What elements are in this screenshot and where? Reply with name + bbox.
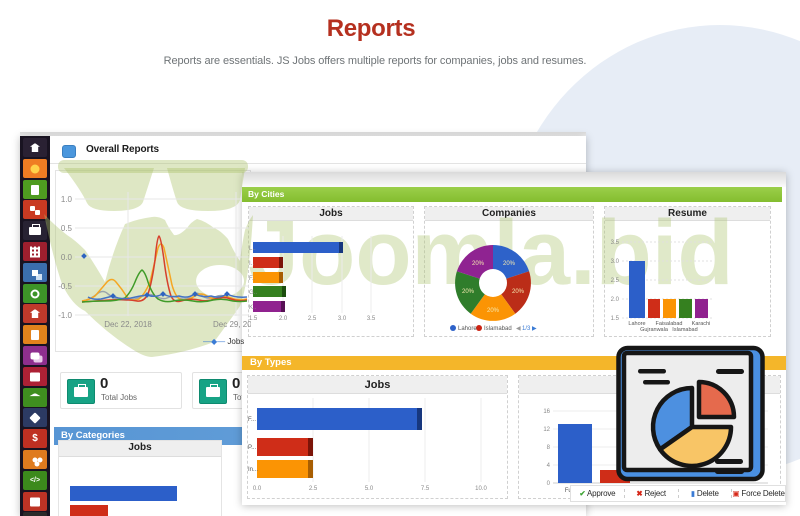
svg-text:20%: 20%	[472, 261, 485, 267]
svg-text:0.5: 0.5	[61, 224, 73, 233]
svg-text:1.5: 1.5	[249, 316, 258, 322]
svg-text:Islamabad: Islamabad	[672, 327, 697, 333]
svg-text:I..: I..	[249, 261, 254, 267]
svg-text:2.5: 2.5	[309, 486, 318, 492]
svg-text:Lahore: Lahore	[628, 321, 645, 327]
svg-text:In...: In...	[248, 467, 258, 473]
svg-text:5.0: 5.0	[365, 486, 374, 492]
svg-text:Faisalabad: Faisalabad	[656, 321, 683, 327]
svg-text:12: 12	[543, 427, 550, 433]
svg-text:2.5: 2.5	[308, 316, 317, 322]
svg-text:Dec 29, 2018: Dec 29, 2018	[213, 320, 251, 329]
svg-text:4: 4	[547, 463, 551, 469]
svg-text:3.0: 3.0	[338, 316, 347, 322]
svg-text:Karachi: Karachi	[692, 321, 711, 327]
svg-text:K..: K..	[249, 305, 257, 311]
svg-text:1.0: 1.0	[61, 195, 73, 204]
svg-text:20%: 20%	[512, 289, 525, 295]
svg-text:2.0: 2.0	[611, 297, 620, 303]
svg-text:-0.5: -0.5	[58, 282, 72, 291]
svg-text:F..: F..	[249, 276, 256, 282]
svg-text:3.5: 3.5	[611, 240, 620, 246]
svg-text:-1.0: -1.0	[58, 311, 72, 320]
svg-text:0: 0	[547, 481, 551, 487]
svg-text:0.0: 0.0	[61, 253, 73, 262]
svg-text:16: 16	[543, 409, 550, 415]
svg-text:Islamabad: Islamabad	[484, 326, 512, 332]
svg-text:2.0: 2.0	[279, 316, 288, 322]
svg-text:3.5: 3.5	[367, 316, 376, 322]
svg-text:Gujranwala: Gujranwala	[640, 327, 669, 333]
svg-text:F...: F...	[248, 417, 256, 423]
svg-text:3.0: 3.0	[611, 259, 620, 265]
svg-text:L..: L..	[249, 246, 256, 252]
svg-text:Dec 22, 2018: Dec 22, 2018	[104, 320, 152, 329]
svg-text:P...: P...	[248, 445, 257, 451]
svg-text:8: 8	[547, 445, 551, 451]
svg-text:◀: ◀	[516, 326, 521, 332]
svg-text:2.5: 2.5	[611, 278, 620, 284]
svg-text:0.0: 0.0	[253, 486, 262, 492]
svg-text:1.5: 1.5	[611, 316, 620, 322]
svg-text:20%: 20%	[487, 308, 500, 314]
svg-text:20%: 20%	[503, 261, 516, 267]
svg-text:20%: 20%	[462, 289, 475, 295]
svg-text:1/3 ▶: 1/3 ▶	[522, 326, 537, 332]
svg-text:G..: G..	[249, 290, 257, 296]
svg-text:10.0: 10.0	[475, 486, 487, 492]
svg-text:7.5: 7.5	[421, 486, 430, 492]
svg-text:Lahore: Lahore	[458, 326, 477, 332]
